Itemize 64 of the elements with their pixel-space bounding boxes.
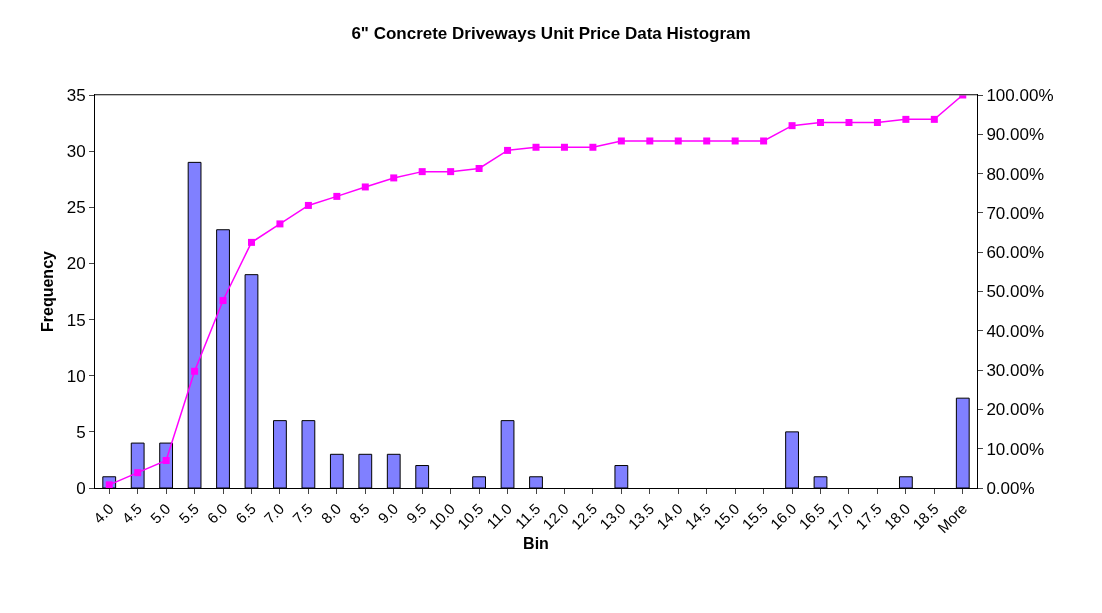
point <box>560 143 568 151</box>
point <box>703 137 711 145</box>
point <box>418 168 426 176</box>
x-tick-label: 5.0 <box>146 499 174 527</box>
y2-tick-label: 100.00% <box>986 85 1054 105</box>
point <box>646 137 654 145</box>
point <box>845 119 853 127</box>
point <box>304 201 312 209</box>
y-axis-title: Frequency <box>39 250 56 332</box>
x-tick-label: 7.0 <box>260 499 288 527</box>
point <box>219 297 227 305</box>
x-tick-label: 4.0 <box>89 499 117 527</box>
point <box>731 137 739 145</box>
point <box>504 146 512 154</box>
y2-tick-label: 80.00% <box>986 164 1045 184</box>
point <box>902 115 910 123</box>
point <box>817 119 825 127</box>
point <box>447 168 455 176</box>
y2-tick-label: 60.00% <box>986 243 1045 263</box>
point <box>247 238 255 246</box>
x-tick-label: 9.5 <box>402 499 430 527</box>
point <box>873 119 881 127</box>
point <box>532 143 540 151</box>
y2-tick-label: 40.00% <box>986 321 1045 341</box>
y-tick-label: 35 <box>66 85 86 105</box>
point <box>134 469 142 477</box>
x-axis-title: Bin <box>523 534 549 552</box>
point <box>390 174 398 182</box>
x-tick-label: 8.0 <box>317 499 345 527</box>
y-tick-label: 10 <box>66 366 86 386</box>
point <box>162 456 170 464</box>
point <box>760 137 768 145</box>
x-tick-label: 7.5 <box>289 499 316 527</box>
y2-tick-label: 50.00% <box>986 282 1045 302</box>
y2-tick-label: 30.00% <box>986 361 1045 381</box>
y-tick-label: 20 <box>66 254 86 274</box>
point <box>788 122 796 130</box>
x-tick-label: 11.0 <box>483 499 515 532</box>
point <box>475 164 483 172</box>
y2-tick-label: 90.00% <box>986 125 1045 145</box>
y-tick-label: 15 <box>66 310 86 330</box>
y-tick-label: 25 <box>66 198 86 218</box>
point <box>617 137 625 145</box>
x-tick-label: 9.0 <box>374 499 402 527</box>
point <box>191 367 199 375</box>
y2-tick-label: 20.00% <box>986 400 1045 420</box>
y-tick-label: 30 <box>66 142 86 162</box>
x-tick-label: 4.5 <box>118 499 146 527</box>
y-tick-label: 0 <box>76 478 86 498</box>
point <box>674 137 682 145</box>
point <box>276 220 284 228</box>
point <box>589 143 597 151</box>
x-tick-label: 8.5 <box>345 499 373 527</box>
y2-tick-label: 0.00% <box>986 478 1035 498</box>
x-tick-label: 6.5 <box>232 499 259 527</box>
y2-tick-label: 10.00% <box>986 439 1045 459</box>
y-tick-label: 5 <box>76 422 86 442</box>
point <box>930 115 938 123</box>
x-tick-label: 6.0 <box>203 499 231 527</box>
point <box>333 192 341 200</box>
point <box>361 183 369 191</box>
x-tick-label: 5.5 <box>175 499 202 527</box>
y2-tick-label: 70.00% <box>986 203 1045 223</box>
chart-title: 6" Concrete Driveways Unit Price Data Histogram <box>351 24 751 44</box>
